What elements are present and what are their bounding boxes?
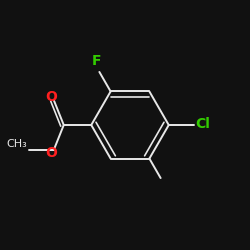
Text: O: O [45,90,57,104]
Text: CH₃: CH₃ [7,139,28,149]
Text: O: O [45,146,57,160]
Text: F: F [92,54,102,68]
Text: Cl: Cl [195,117,210,131]
